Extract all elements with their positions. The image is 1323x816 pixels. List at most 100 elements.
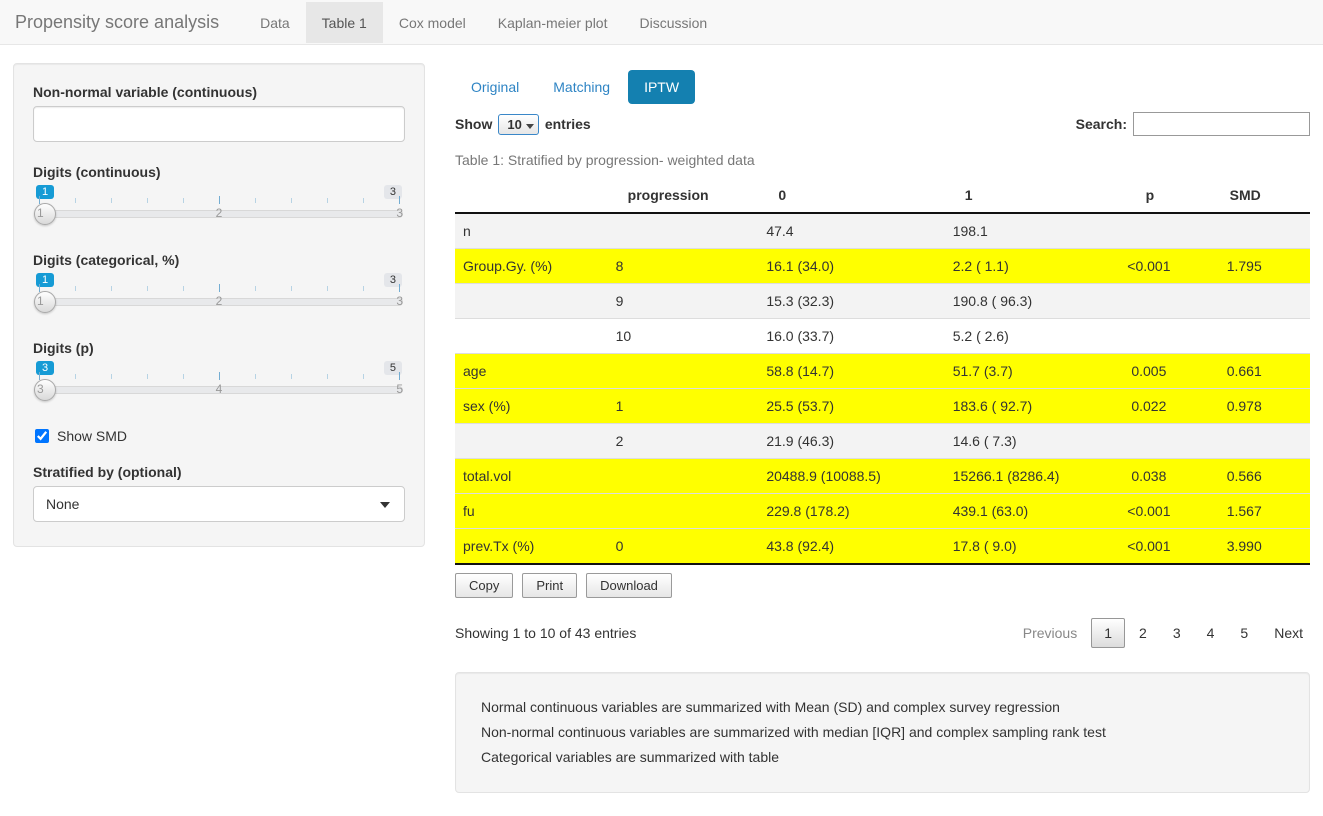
slider-tick-label: 3 <box>396 206 403 220</box>
cell-rowname: total.vol <box>463 468 512 484</box>
cell-progression: 2 <box>615 433 624 449</box>
navbar-tab-data[interactable]: Data <box>260 14 290 31</box>
cell-group1: 15266.1 (8286.4) <box>952 468 1060 484</box>
page-button-1[interactable]: 1 <box>1091 618 1126 648</box>
stratified-select[interactable]: None <box>33 486 405 522</box>
cell-progression: 8 <box>615 258 624 274</box>
search-input[interactable] <box>1133 112 1310 136</box>
cell-smd: 3.990 <box>1226 538 1262 554</box>
cell-group1: 51.7 (3.7) <box>952 363 1013 379</box>
cell-progression: 9 <box>615 293 624 309</box>
cell-group1: 183.6 ( 92.7) <box>952 398 1033 414</box>
slider-ticks <box>39 284 400 292</box>
column-header-0[interactable]: 0 <box>758 178 945 214</box>
cell-rowname: prev.Tx (%) <box>463 538 535 554</box>
cell-p: 0.022 <box>1131 398 1167 414</box>
cell-p <box>1119 213 1180 249</box>
cell-progression: 10 <box>615 328 632 344</box>
column-header-rowname[interactable] <box>455 178 608 214</box>
navbar-tab-cox-model[interactable]: Cox model <box>398 14 466 31</box>
slider-max-badge: 5 <box>383 361 402 375</box>
slider-tick-label: 1 <box>37 206 44 220</box>
column-header-p[interactable]: p <box>1119 178 1181 214</box>
cell-smd <box>1180 213 1310 249</box>
subtab-matching[interactable]: Matching <box>553 79 611 95</box>
slider-handle[interactable] <box>34 379 56 401</box>
slider-track[interactable]: 1 3 <box>34 185 403 225</box>
subtab-iptw[interactable]: IPTW <box>628 70 696 104</box>
table-row: 10 16.0 (33.7) 5.2 ( 2.6) <box>455 318 1310 354</box>
export-buttons: Copy Print Download <box>455 573 1310 598</box>
column-header-smd[interactable]: SMD <box>1180 178 1310 214</box>
digits-p-group: Digits (p) 3 5 3 4 5 <box>33 340 405 401</box>
next-page-button[interactable]: Next <box>1274 625 1303 641</box>
slider-value-badge: 3 <box>36 361 55 375</box>
cell-group0: 16.1 (34.0) <box>766 258 835 274</box>
pagination: Previous 1 2 3 4 5 Next <box>1009 618 1315 648</box>
footnotes-panel: Normal continuous variables are summariz… <box>455 672 1310 793</box>
slider-track[interactable]: 1 3 <box>34 273 403 313</box>
cell-rowname: n <box>463 223 471 239</box>
print-button[interactable]: Print <box>522 573 578 598</box>
column-header-progression[interactable]: progression <box>607 178 759 214</box>
page-button-3[interactable]: 3 <box>1172 625 1181 641</box>
entries-info: Showing 1 to 10 of 43 entries <box>455 625 637 641</box>
cell-progression <box>608 494 759 529</box>
slider-handle[interactable] <box>34 291 56 313</box>
footnote-line: Normal continuous variables are summariz… <box>481 699 1060 715</box>
nonnormal-variable-label: Non-normal variable (continuous) <box>33 84 258 100</box>
cell-group0: 43.8 (92.4) <box>766 538 835 554</box>
navbar-tab-kaplan-meier[interactable]: Kaplan-meier plot <box>497 14 608 31</box>
page-button-4[interactable]: 4 <box>1206 625 1215 641</box>
digits-continuous-slider: 1 3 1 2 3 <box>34 185 403 225</box>
show-smd-checkbox[interactable] <box>35 429 49 443</box>
cell-group0: 25.5 (53.7) <box>766 398 835 414</box>
column-header-1[interactable]: 1 <box>944 178 1120 214</box>
cell-p: 0.005 <box>1131 363 1167 379</box>
cell-rowname <box>455 319 608 354</box>
slider-track[interactable]: 3 5 <box>34 361 403 401</box>
cell-p <box>1119 284 1180 319</box>
cell-group1: 5.2 ( 2.6) <box>952 328 1009 344</box>
cell-rowname <box>455 284 608 319</box>
cell-progression <box>608 213 759 249</box>
table-row: n 47.4 198.1 <box>455 213 1310 249</box>
cell-progression <box>608 459 759 494</box>
cell-group1: 190.8 ( 96.3) <box>952 293 1033 309</box>
nonnormal-variable-group: Non-normal variable (continuous) <box>33 84 405 142</box>
datatable-footer: Showing 1 to 10 of 43 entries Previous 1… <box>455 618 1315 648</box>
main-panel: Original Matching IPTW Show 10 entries S… <box>440 63 1310 793</box>
page-button-5[interactable]: 5 <box>1240 625 1249 641</box>
slider-handle[interactable] <box>34 203 56 225</box>
chevron-down-icon <box>380 502 390 508</box>
table-row: Group.Gy. (%) 8 16.1 (34.0) 2.2 ( 1.1) <0.00… <box>455 248 1310 284</box>
table-row: sex (%) 1 25.5 (53.7) 183.6 ( 92.7) 0.022 0.9… <box>455 388 1310 424</box>
entries-label: entries <box>544 116 591 132</box>
table1-datatable: progression 0 1 p SMD n 47.4 198.1 Group.G… <box>455 178 1310 565</box>
navbar-tabs: Data Table 1 Cox model Kaplan-meier plot… <box>244 0 723 44</box>
download-button[interactable]: Download <box>586 573 672 598</box>
cell-rowname: Group.Gy. (%) <box>463 258 553 274</box>
cell-p: <0.001 <box>1127 258 1171 274</box>
slider-value-badge: 1 <box>36 273 55 287</box>
subtab-original[interactable]: Original <box>471 79 520 95</box>
navbar-tab-discussion[interactable]: Discussion <box>639 14 708 31</box>
cell-smd: 0.566 <box>1226 468 1262 484</box>
slider-tick-label: 2 <box>215 206 223 220</box>
slider-ticks <box>39 196 400 204</box>
slider-tick-label: 3 <box>37 382 44 396</box>
subtabs: Original Matching IPTW <box>450 70 1310 104</box>
previous-page-button[interactable]: Previous <box>1022 625 1078 641</box>
navbar-tab-table1[interactable]: Table 1 <box>305 2 383 43</box>
app-title[interactable]: Propensity score analysis <box>15 11 220 32</box>
page-length-select[interactable]: 10 <box>498 113 539 135</box>
digits-continuous-label: Digits (continuous) <box>33 164 161 180</box>
cell-group1: 14.6 ( 7.3) <box>952 433 1017 449</box>
cell-group1: 2.2 ( 1.1) <box>952 258 1009 274</box>
cell-group0: 47.4 <box>766 223 794 239</box>
cell-group0: 229.8 (178.2) <box>766 503 850 519</box>
copy-button[interactable]: Copy <box>455 573 514 598</box>
slider-value-badge: 1 <box>36 185 55 199</box>
page-button-2[interactable]: 2 <box>1139 625 1147 641</box>
nonnormal-variable-input[interactable] <box>33 106 405 142</box>
